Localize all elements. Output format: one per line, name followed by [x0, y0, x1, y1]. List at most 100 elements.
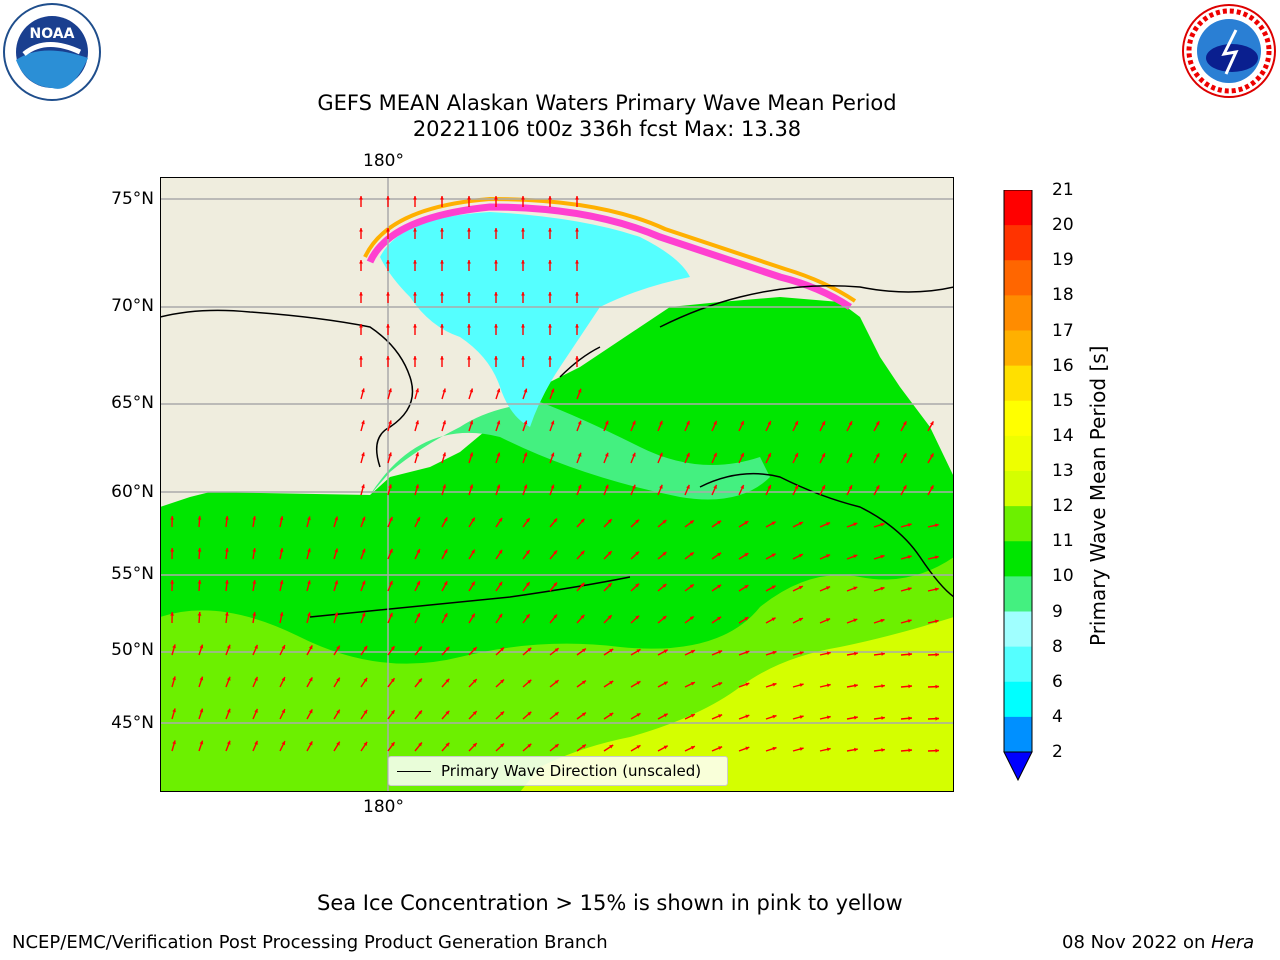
- wave-arrow-head: [389, 580, 393, 585]
- wave-arrow-head: [771, 521, 776, 526]
- wave-arrow-head: [826, 683, 831, 688]
- wave-arrow-head: [498, 549, 503, 554]
- wave-arrow-head: [307, 580, 311, 585]
- wave-arrow-head: [386, 228, 390, 232]
- lat-label-55: 55°N: [111, 564, 154, 584]
- wave-arrow-head: [197, 516, 202, 520]
- wave-arrow-head: [853, 586, 858, 591]
- wave-arrow-head: [717, 520, 722, 525]
- wave-arrow-head: [636, 745, 641, 749]
- colorbar-segment: [1004, 295, 1032, 331]
- wave-arrow-head: [197, 612, 202, 616]
- wave-arrow-head: [494, 228, 498, 232]
- wave-arrow-head: [472, 679, 477, 683]
- wave-arrow-head: [307, 612, 311, 617]
- colorbar-segment: [1004, 260, 1032, 296]
- wave-arrow-head: [471, 581, 475, 586]
- colorbar-segment: [1004, 365, 1032, 402]
- wave-arrow-head: [663, 713, 668, 718]
- wave-arrow-head: [386, 324, 390, 328]
- wave-arrow-head: [197, 548, 202, 552]
- wave-arrow-head: [471, 517, 475, 522]
- wave-arrow-head: [632, 420, 636, 425]
- title-line-1: GEFS MEAN Alaskan Waters Primary Wave Me…: [317, 91, 897, 115]
- wave-arrow-head: [494, 356, 498, 360]
- wave-arrow-head: [445, 742, 450, 747]
- wave-arrow-head: [577, 420, 582, 425]
- wave-arrow-head: [659, 484, 663, 489]
- wave-arrow-head: [500, 711, 504, 716]
- wave-arrow-head: [361, 420, 365, 425]
- wave-arrow-head: [740, 485, 744, 489]
- wave-arrow-head: [635, 615, 640, 620]
- wave-arrow-head: [336, 677, 340, 682]
- wave-arrow-head: [445, 678, 450, 683]
- wave-arrow-head: [799, 715, 804, 719]
- wave-arrow-head: [527, 679, 532, 684]
- footer-machine: Hera: [1211, 932, 1255, 953]
- wave-arrow-head: [798, 618, 803, 622]
- wave-arrow-head: [225, 548, 229, 552]
- wave-arrow-head: [934, 619, 939, 624]
- colorbar-tick-label: 2: [1052, 742, 1063, 762]
- wave-arrow-head: [334, 612, 339, 617]
- wave-arrow-head: [359, 228, 363, 232]
- wave-arrow-head: [635, 519, 640, 524]
- wave-arrow-head: [580, 550, 585, 555]
- wave-arrow-head: [254, 676, 258, 681]
- sea-ice-edge: [366, 203, 852, 310]
- wave-arrow-head: [553, 582, 557, 587]
- lat-label-60: 60°N: [111, 482, 154, 502]
- map-svg: [159, 176, 955, 793]
- wave-arrow-head: [744, 617, 749, 621]
- wave-arrow-head: [440, 260, 444, 264]
- wave-arrow-head: [767, 453, 771, 457]
- colorbar-segment: [1004, 611, 1032, 648]
- wave-arrow-head: [771, 553, 776, 558]
- wave-arrow-head: [548, 196, 552, 200]
- colorbar-tick-label: 13: [1052, 461, 1074, 481]
- wave-arrow-head: [442, 388, 446, 393]
- wave-arrow-head: [172, 644, 176, 649]
- wave-arrow-head: [308, 645, 313, 650]
- wave-arrow-head: [607, 615, 612, 619]
- wave-arrow-head: [930, 453, 934, 458]
- wave-arrow-head: [713, 420, 717, 425]
- wave-arrow-head: [718, 746, 723, 750]
- wave-arrow-head: [334, 580, 339, 585]
- wave-arrow-head: [604, 484, 609, 489]
- wave-arrow-head: [199, 644, 204, 649]
- wave-arrow-head: [494, 324, 498, 328]
- lat-label-45: 45°N: [111, 713, 154, 733]
- wave-arrow-head: [821, 421, 826, 426]
- wave-arrow-head: [821, 485, 826, 490]
- colorbar-tick-label: 19: [1052, 250, 1074, 271]
- wave-arrow-head: [826, 522, 831, 526]
- wave-arrow-head: [609, 745, 614, 749]
- sea-ice-note: Sea Ice Concentration > 15% is shown in …: [317, 891, 903, 915]
- wave-arrow-head: [580, 518, 585, 523]
- sea-ice-edge-outer: [363, 196, 857, 303]
- wave-arrow-head: [307, 548, 311, 553]
- wave-arrow-head: [523, 388, 528, 393]
- colorbar-tick-label: 16: [1052, 355, 1074, 376]
- wave-arrow-head: [935, 716, 939, 721]
- nws-logo: [1180, 2, 1278, 100]
- wave-arrow-head: [440, 324, 444, 328]
- wave-arrow-head: [799, 683, 804, 687]
- wave-arrow-head: [771, 585, 776, 590]
- wave-arrow-head: [472, 647, 477, 651]
- wave-arrow-head: [550, 452, 555, 457]
- wave-arrow-head: [443, 581, 448, 586]
- wave-arrow-head: [662, 552, 667, 556]
- wave-arrow-head: [496, 420, 501, 425]
- wave-arrow-head: [554, 712, 559, 716]
- wave-arrow-head: [440, 196, 444, 200]
- wave-arrow-head: [881, 748, 885, 752]
- wave-arrow-head: [254, 644, 258, 649]
- wave-arrow-head: [718, 714, 723, 718]
- wave-arrow-head: [713, 484, 717, 489]
- wave-arrow-head: [494, 260, 498, 264]
- wave-arrow-head: [663, 649, 668, 654]
- map-legend: Primary Wave Direction (unscaled): [388, 756, 728, 786]
